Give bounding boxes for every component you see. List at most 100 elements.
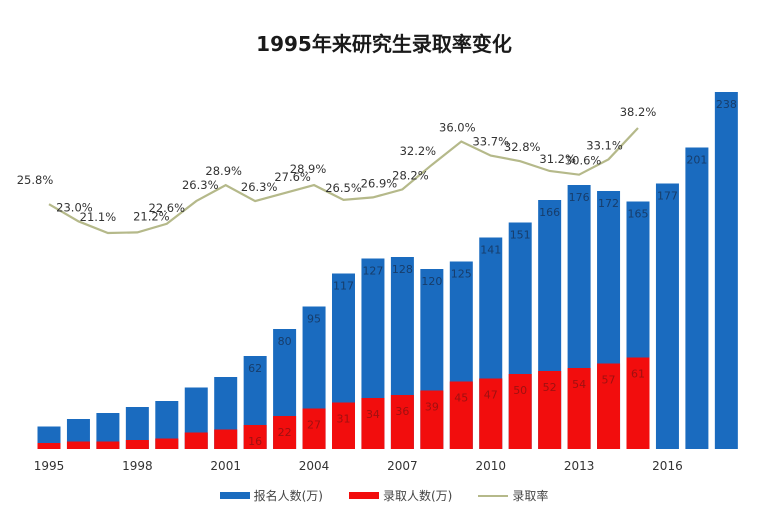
bar-label-applicants: 151	[510, 229, 531, 242]
bar-label-admitted: 57	[602, 374, 616, 387]
rate-label: 32.8%	[504, 140, 541, 154]
bar-label-admitted: 54	[572, 378, 586, 391]
rate-label: 26.3%	[182, 178, 219, 192]
rate-label: 33.1%	[586, 138, 623, 152]
bar-label-admitted: 52	[543, 381, 557, 394]
rate-label: 33.7%	[472, 135, 509, 149]
bar-applicants	[685, 147, 709, 449]
legend-label-admitted: 录取人数(万)	[382, 489, 453, 503]
rate-label: 32.2%	[400, 144, 437, 158]
rate-label: 23.0%	[56, 200, 93, 214]
bar-admitted	[508, 374, 532, 449]
bar-applicants	[655, 183, 679, 449]
bar-admitted	[538, 371, 562, 449]
bar-label-admitted: 61	[631, 368, 645, 381]
bar-admitted	[37, 443, 61, 449]
legend-line-rate	[478, 494, 509, 497]
bar-admitted	[66, 441, 90, 449]
bar-label-admitted: 34	[366, 408, 380, 421]
bar-admitted	[449, 381, 473, 449]
bar-label-applicants: 62	[248, 362, 262, 375]
x-tick-label: 2010	[475, 459, 506, 473]
rate-label: 26.3%	[241, 180, 278, 194]
bar-label-admitted: 22	[278, 426, 292, 439]
bar-label-applicants: 127	[362, 265, 383, 278]
legend-swatch-applicants	[219, 492, 250, 499]
bar-admitted	[273, 416, 297, 449]
rate-label: 22.6%	[149, 201, 186, 215]
rate-label: 36.0%	[439, 121, 476, 135]
rate-label: 28.9%	[205, 164, 242, 178]
bar-label-applicants: 177	[657, 190, 678, 203]
legend-item-applicants: 报名人数(万)	[219, 487, 323, 504]
bar-label-applicants: 141	[480, 244, 501, 257]
bar-label-applicants: 120	[421, 275, 442, 288]
bar-label-admitted: 16	[248, 435, 262, 448]
rate-label: 26.5%	[325, 181, 362, 195]
rate-label: 27.6%	[274, 170, 311, 184]
bar-admitted	[214, 429, 238, 449]
bar-applicants	[155, 401, 179, 449]
bar-label-applicants: 125	[451, 268, 472, 281]
bar-admitted	[479, 378, 503, 449]
rate-label: 26.9%	[361, 176, 398, 190]
bar-label-admitted: 39	[425, 401, 439, 414]
bar-label-applicants: 80	[278, 335, 292, 348]
chart-legend: 报名人数(万) 录取人数(万) 录取率	[0, 487, 768, 504]
bar-label-applicants: 201	[686, 154, 707, 167]
bar-label-applicants: 238	[716, 98, 737, 111]
bar-admitted	[96, 441, 120, 449]
rate-label: 28.9%	[290, 162, 327, 176]
rate-label: 21.1%	[80, 210, 117, 224]
bar-label-applicants: 176	[569, 191, 590, 204]
bar-label-admitted: 45	[454, 392, 468, 405]
legend-label-applicants: 报名人数(万)	[253, 489, 323, 503]
rate-label: 28.2%	[392, 168, 429, 182]
legend-item-admitted: 录取人数(万)	[348, 487, 453, 504]
bar-label-applicants: 95	[307, 313, 321, 326]
bar-label-applicants: 166	[539, 206, 560, 219]
bar-label-applicants: 117	[333, 280, 354, 293]
x-tick-label: 1995	[34, 459, 65, 473]
bar-admitted	[155, 438, 179, 449]
chart-title: 1995年来研究生录取率变化	[256, 32, 512, 56]
bar-admitted	[390, 395, 414, 449]
rate-label: 30.6%	[565, 154, 602, 168]
bar-admitted	[361, 398, 385, 449]
bar-label-admitted: 36	[395, 405, 409, 418]
x-tick-label: 2007	[387, 459, 418, 473]
bar-admitted	[184, 432, 208, 449]
bar-admitted	[597, 363, 621, 449]
x-tick-label: 1998	[122, 459, 153, 473]
x-tick-label: 2001	[210, 459, 241, 473]
rate-label: 25.8%	[17, 173, 54, 187]
legend-label-rate: 录取率	[512, 489, 549, 503]
bar-admitted	[125, 440, 149, 449]
x-tick-label: 2016	[652, 459, 683, 473]
bar-applicants	[125, 407, 149, 449]
bar-label-applicants: 128	[392, 263, 413, 276]
rate-label: 31.2%	[539, 152, 576, 166]
legend-item-rate: 录取率	[478, 487, 548, 504]
bar-admitted	[332, 402, 355, 449]
bar-label-admitted: 50	[513, 384, 527, 397]
bar-admitted	[243, 425, 267, 449]
bar-applicants	[96, 413, 120, 449]
x-tick-label: 2013	[564, 459, 595, 473]
rate-line	[48, 127, 639, 235]
bar-admitted	[302, 408, 326, 449]
bar-label-admitted: 47	[484, 389, 498, 402]
bar-admitted	[626, 357, 650, 449]
bar-label-applicants: 172	[598, 197, 619, 210]
bar-label-admitted: 31	[337, 413, 351, 426]
rate-label: 21.2%	[133, 209, 170, 223]
x-tick-label: 2004	[299, 459, 330, 473]
bar-admitted	[420, 390, 444, 449]
bar-applicants	[714, 92, 738, 449]
bar-label-admitted: 27	[307, 419, 321, 432]
rate-label: 38.2%	[620, 105, 657, 119]
bar-label-applicants: 165	[628, 208, 649, 221]
legend-swatch-admitted	[348, 492, 379, 499]
bar-admitted	[567, 368, 591, 449]
